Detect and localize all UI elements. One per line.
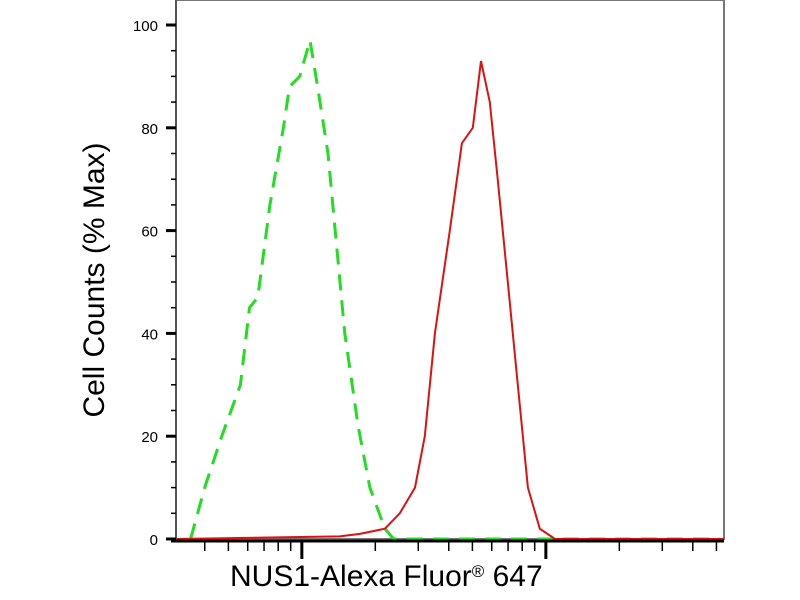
series-line-1: [189, 39, 720, 541]
y-tick-label: 20: [141, 429, 158, 446]
x-axis-label-main: NUS1-Alexa Fluor: [230, 560, 472, 593]
y-axis-label: Cell Counts (% Max): [78, 142, 111, 418]
y-tick-label: 100: [133, 18, 158, 35]
series-line-2: [175, 60, 724, 540]
x-axis-label: NUS1-Alexa Fluor® 647: [230, 560, 543, 594]
plot-frame: [175, 0, 725, 540]
y-tick-label: 60: [141, 224, 158, 241]
registered-mark: ®: [471, 562, 485, 581]
x-axis-label-tail: 647: [484, 560, 543, 593]
y-tick-label: 80: [141, 121, 158, 138]
y-tick-label: 40: [141, 326, 158, 343]
y-tick-label: 0: [150, 532, 158, 549]
